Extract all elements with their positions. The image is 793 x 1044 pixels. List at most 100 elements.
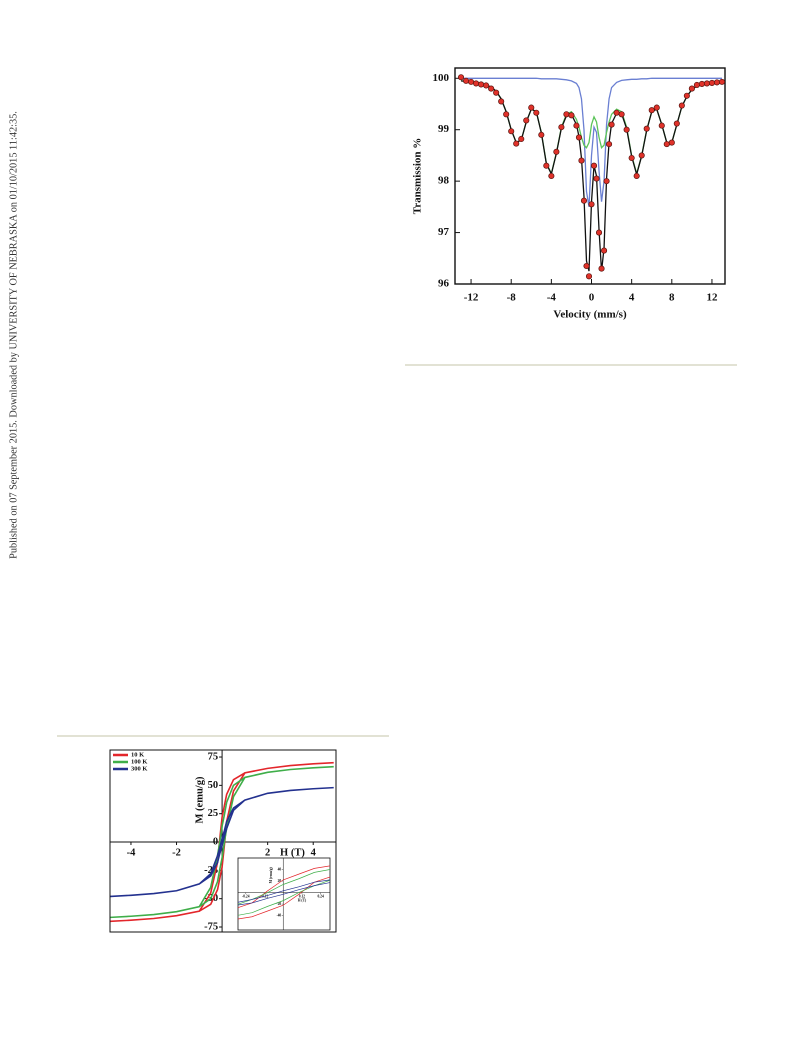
inset-x-tick-label: 0.12 xyxy=(299,894,305,898)
data-point xyxy=(518,135,525,143)
y-tick-label: 96 xyxy=(438,278,450,290)
y-tick-label: -25 xyxy=(204,865,218,876)
data-point xyxy=(593,175,600,182)
data-point xyxy=(462,77,470,84)
x-tick-label: 12 xyxy=(706,292,718,304)
data-point xyxy=(703,80,710,87)
x-axis-label: H (T) xyxy=(280,847,305,858)
inset-y-tick-label: -20 xyxy=(276,902,281,906)
data-point xyxy=(648,107,655,114)
data-point xyxy=(493,89,500,96)
legend-label: 300 K xyxy=(131,765,147,772)
data-point xyxy=(457,74,465,81)
data-line xyxy=(461,77,722,207)
data-line xyxy=(110,761,334,923)
side-note: Published on 07 September 2015. Download… xyxy=(8,111,19,559)
data-point xyxy=(483,82,490,89)
data-point xyxy=(513,140,520,147)
x-tick-label: 4 xyxy=(629,292,635,304)
y-tick-label: 100 xyxy=(433,72,450,84)
data-point xyxy=(673,120,680,127)
data-point xyxy=(638,152,645,159)
data-point xyxy=(590,162,598,169)
data-point xyxy=(548,172,555,180)
data-point xyxy=(598,265,605,272)
data-point xyxy=(585,273,593,280)
y-axis-label: Transmission % xyxy=(412,138,424,215)
data-line xyxy=(110,765,334,919)
inset-y-label: M (emu/g) xyxy=(269,866,273,883)
data-point xyxy=(606,141,613,148)
data-point xyxy=(623,126,630,133)
data-point xyxy=(528,104,535,111)
data-point xyxy=(468,78,475,85)
data-point xyxy=(678,102,685,109)
data-point xyxy=(643,125,650,132)
x-tick-label: -12 xyxy=(464,292,479,304)
data-point xyxy=(683,92,690,99)
data-point xyxy=(498,98,505,105)
data-point xyxy=(693,81,700,89)
y-tick-label: 75 xyxy=(208,751,219,762)
x-tick-label: 2 xyxy=(265,847,270,858)
data-point xyxy=(595,229,603,236)
data-point xyxy=(563,111,570,118)
inset-y-tick-label: 40 xyxy=(278,867,282,871)
inset-y-tick-label: 20 xyxy=(278,879,282,883)
x-tick-label: -4 xyxy=(547,292,557,304)
data-point xyxy=(538,131,545,138)
data-point xyxy=(533,109,540,116)
data-point xyxy=(508,128,515,135)
data-point xyxy=(688,85,695,92)
data-point xyxy=(478,81,485,88)
data-point xyxy=(568,112,575,119)
y-tick-label: 50 xyxy=(208,780,219,791)
data-point xyxy=(633,172,640,180)
y-tick-label: 97 xyxy=(438,226,450,238)
y-tick-label: -75 xyxy=(204,921,218,932)
data-point xyxy=(553,148,560,155)
data-line xyxy=(460,80,723,272)
data-point xyxy=(488,85,495,92)
y-tick-label: 99 xyxy=(438,123,450,135)
data-point xyxy=(601,247,608,254)
data-point xyxy=(663,141,670,148)
data-point xyxy=(628,154,635,162)
y-axis-label: M (emu/g) xyxy=(194,776,205,823)
data-point xyxy=(503,111,510,118)
x-tick-label: 0 xyxy=(589,292,595,304)
inset-x-tick-label: -0.24 xyxy=(242,894,250,898)
y-tick-label: 25 xyxy=(208,808,219,819)
x-axis-label: Velocity (mm/s) xyxy=(553,309,627,321)
data-point xyxy=(558,124,565,131)
data-point xyxy=(608,121,615,128)
plot-series xyxy=(457,74,725,280)
data-point xyxy=(603,178,610,185)
data-point xyxy=(543,162,550,169)
inset-y-tick-label: -40 xyxy=(276,913,281,917)
data-line xyxy=(238,869,330,916)
y-tick-label: 0 xyxy=(213,836,218,847)
data-point xyxy=(658,122,665,129)
data-point xyxy=(668,139,675,146)
legend-label: 10 K xyxy=(131,751,144,758)
data-line xyxy=(110,786,334,898)
data-line xyxy=(238,879,330,906)
data-point xyxy=(653,104,660,111)
data-point xyxy=(578,157,585,164)
data-point xyxy=(583,262,590,270)
data-point xyxy=(618,111,625,118)
x-tick-label: 4 xyxy=(311,847,317,858)
data-point xyxy=(713,79,721,86)
data-point xyxy=(708,79,716,86)
x-tick-label: -4 xyxy=(127,847,136,858)
data-point xyxy=(613,109,620,116)
plot-frame xyxy=(109,749,337,933)
data-point xyxy=(473,80,480,87)
data-point xyxy=(698,80,705,87)
inset-x-tick-label: 0.24 xyxy=(317,894,323,898)
y-tick-label: 98 xyxy=(438,175,450,187)
x-tick-label: -8 xyxy=(507,292,517,304)
